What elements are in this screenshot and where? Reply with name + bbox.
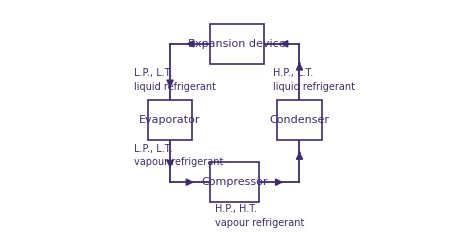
Text: L.P., L.T.
vapour refrigerant: L.P., L.T. vapour refrigerant — [134, 144, 224, 168]
FancyBboxPatch shape — [277, 99, 322, 140]
Text: L.P., L.T.
liquid refrigerant: L.P., L.T. liquid refrigerant — [134, 68, 216, 92]
Text: Compressor: Compressor — [201, 177, 268, 187]
Text: Condenser: Condenser — [270, 115, 329, 125]
FancyBboxPatch shape — [210, 24, 264, 64]
Text: Evaporator: Evaporator — [139, 115, 201, 125]
FancyBboxPatch shape — [210, 162, 259, 202]
Text: Expansion device: Expansion device — [188, 39, 286, 49]
Text: H.P., H.T.
vapour refrigerant: H.P., H.T. vapour refrigerant — [215, 205, 304, 228]
FancyBboxPatch shape — [148, 99, 192, 140]
Text: H.P., L.T.
liquid refrigerant: H.P., L.T. liquid refrigerant — [273, 68, 355, 92]
